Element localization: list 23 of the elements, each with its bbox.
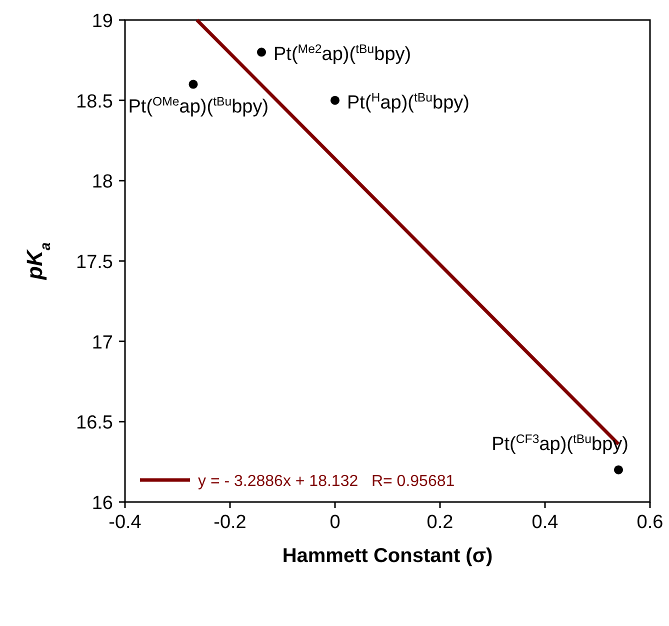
annotation: Pt($^{Me2}$ap)($^{tBu}$bpy) [274,42,412,66]
y-tick-label: 19 [92,11,113,32]
x-tick-label: 0.4 [532,512,559,533]
point [614,465,624,474]
y-tick-label: 17 [92,332,113,354]
y-tick-label: 18 [92,172,113,193]
x-axis-title: Hammett Constant (σ) [282,545,493,567]
y-tick-label: 16.5 [76,412,113,434]
x-tick-label: -0.4 [108,512,142,533]
point [330,96,340,105]
x-tick-label: 0.6 [636,512,664,533]
annotation: Pt($^{CF3}$ap)($^{tBu}$bpy) [492,432,628,455]
y-tick-label: 18.5 [76,91,113,112]
annotation: Pt($^{OMe}$ap)($^{tBu}$bpy) [128,94,269,118]
legend-label: y = - 3.2886x + 18.132 R= 0.95681 [198,473,455,490]
y-tick-label: 16 [92,493,113,514]
x-tick-label: 0.2 [426,512,454,533]
y-tick-label: 17.5 [76,252,113,273]
point [188,80,198,89]
point [256,48,266,57]
annotation: Pt($^{H}$ap)($^{tBu}$bpy) [347,90,470,114]
x-tick-label: 0 [330,512,340,533]
x-tick-label: -0.2 [214,512,246,533]
